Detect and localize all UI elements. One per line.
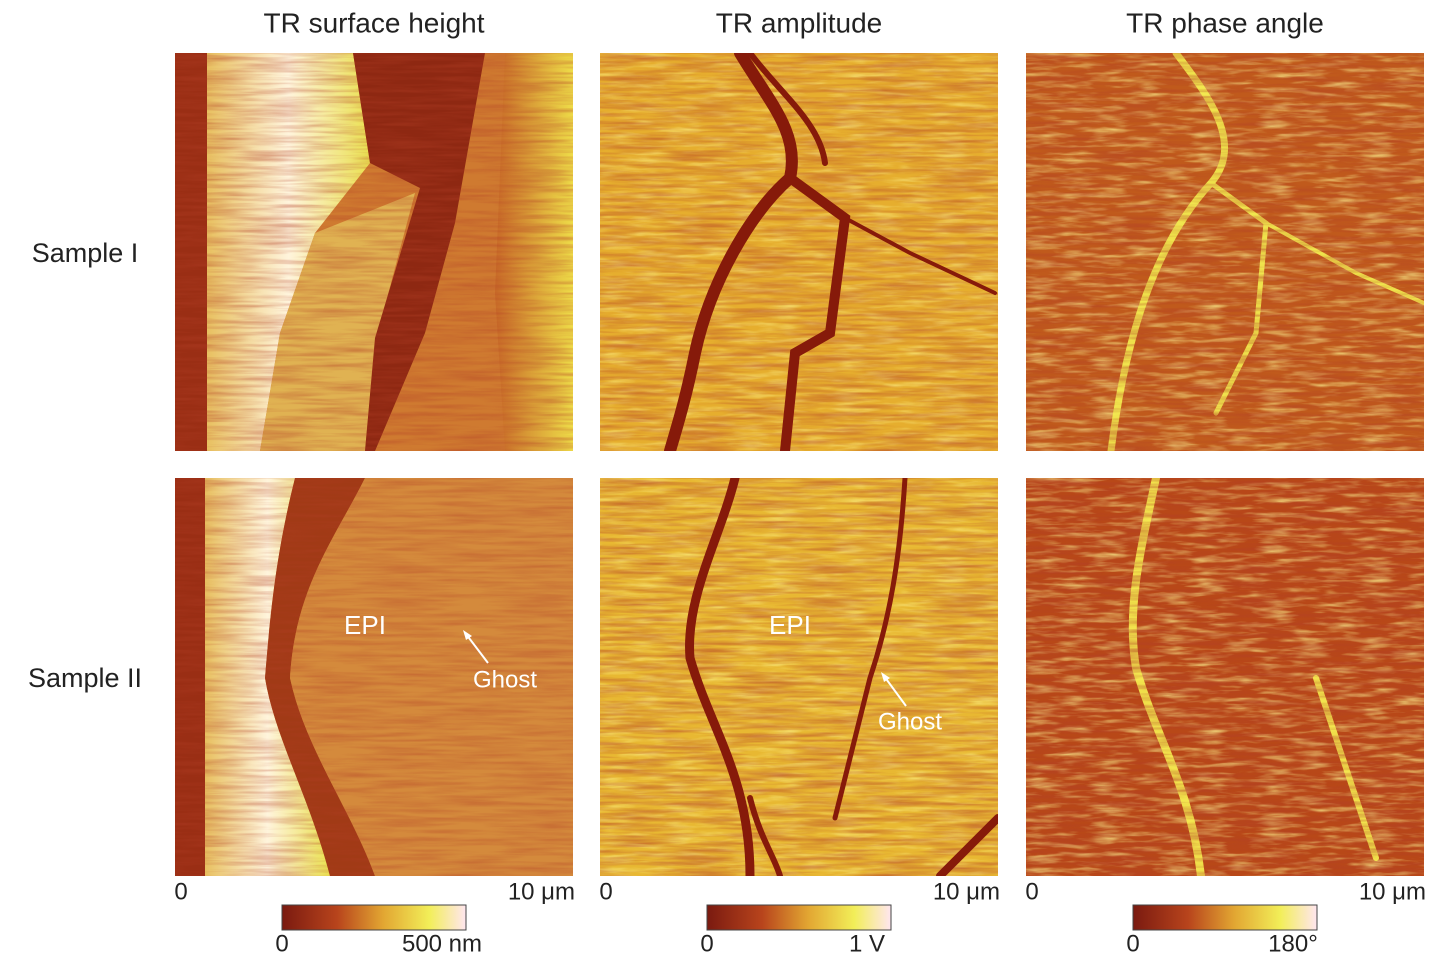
image-phase-1 (1026, 53, 1424, 451)
row-label: Sample II (28, 663, 142, 693)
colorbar-min-label: 0 (275, 930, 288, 957)
image-amplitude-2 (600, 478, 998, 876)
colorbar (706, 904, 892, 931)
column-title: TR phase angle (1126, 7, 1324, 38)
annotation-group: EPI Ghost EPI Ghost (344, 610, 942, 735)
colorbar-min-label: 0 (1126, 930, 1139, 957)
axis-end-label: 10 μm (1359, 878, 1426, 905)
colorbar-min-label: 0 (700, 930, 713, 957)
image-height-1 (175, 53, 573, 451)
image-phase-2 (1026, 478, 1424, 876)
axis-start-label: 0 (174, 878, 187, 905)
column-title: TR surface height (264, 7, 485, 38)
colorbar (281, 904, 467, 931)
colorbar (1132, 904, 1318, 931)
annotation-arrowhead (881, 672, 890, 682)
annotation-feature: Ghost (473, 666, 537, 693)
image-amplitude-1 (600, 53, 998, 451)
annotation-arrow (883, 675, 907, 707)
axis-end-label: 10 μm (508, 878, 575, 905)
colorbar-max-label: 180° (1268, 930, 1318, 957)
annotation-region: EPI (344, 610, 386, 640)
column-title: TR amplitude (716, 7, 883, 38)
annotation-region: EPI (769, 610, 811, 640)
annotation-arrow (465, 633, 489, 664)
colorbar-max-label: 1 V (849, 930, 885, 957)
axis-start-label: 0 (599, 878, 612, 905)
image-height-2 (175, 478, 573, 876)
row-label: Sample I (32, 238, 139, 268)
axis-end-label: 10 μm (933, 878, 1000, 905)
colorbar-max-label: 500 nm (402, 930, 482, 957)
annotation-feature: Ghost (878, 708, 942, 735)
axis-start-label: 0 (1025, 878, 1038, 905)
annotation-arrowhead (463, 630, 472, 640)
